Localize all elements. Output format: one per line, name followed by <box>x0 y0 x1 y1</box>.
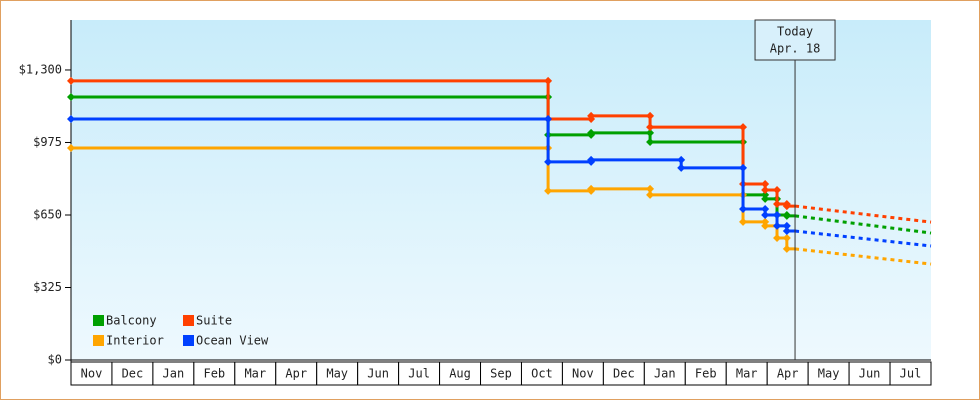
point <box>646 184 655 193</box>
point <box>761 221 770 230</box>
point <box>773 200 782 209</box>
legend-swatch <box>93 315 104 326</box>
price-line <box>71 79 796 208</box>
point <box>67 115 75 124</box>
legend-swatch <box>93 335 104 346</box>
point <box>739 123 748 132</box>
x-tick-label: Dec <box>122 367 144 381</box>
x-tick-label: Apr <box>777 367 799 381</box>
point <box>761 190 770 199</box>
price-line <box>71 117 796 233</box>
legend-label: Suite <box>196 314 232 328</box>
x-tick-label: Jan <box>654 367 676 381</box>
legend-label: Interior <box>106 334 164 348</box>
x-tick-label: Oct <box>531 367 553 381</box>
x-tick-label: Apr <box>285 367 307 381</box>
point <box>773 186 782 194</box>
legend-swatch <box>183 335 194 346</box>
point <box>739 204 748 213</box>
point <box>646 190 655 199</box>
point <box>782 244 791 253</box>
y-tick-label: $0 <box>48 353 62 367</box>
point <box>646 138 655 147</box>
y-tick-label: $650 <box>33 207 62 221</box>
point <box>761 179 770 188</box>
x-tick-label: Sep <box>490 367 512 381</box>
x-tick-label: Dec <box>613 367 635 381</box>
today-label: Apr. 18 <box>770 42 821 56</box>
legend-swatch <box>183 315 194 326</box>
point <box>587 155 596 164</box>
month-cell <box>889 361 932 386</box>
forecast-line <box>794 204 932 224</box>
plot-area <box>71 20 931 360</box>
point <box>739 217 748 226</box>
forecast-line <box>794 229 932 248</box>
point <box>761 186 770 194</box>
x-tick-label: May <box>326 367 348 381</box>
x-tick-label: Nov <box>81 367 103 381</box>
today-box <box>754 19 836 61</box>
point <box>761 204 770 213</box>
point <box>782 227 791 236</box>
x-tick-label: Aug <box>449 367 471 381</box>
y-tick-label: $1,300 <box>19 62 62 76</box>
point <box>677 155 686 164</box>
x-tick-label: Jun <box>859 367 881 381</box>
point <box>646 123 655 132</box>
point <box>677 163 686 172</box>
point <box>782 202 791 211</box>
point <box>67 92 75 101</box>
y-tick-label: $975 <box>33 135 62 149</box>
point <box>773 221 782 230</box>
point <box>782 221 791 230</box>
point <box>646 111 655 120</box>
point <box>544 76 553 85</box>
point <box>544 186 553 195</box>
x-tick-label: Nov <box>572 367 594 381</box>
x-tick-label: Feb <box>695 367 717 381</box>
point <box>67 144 75 153</box>
x-tick-label: Feb <box>203 367 225 381</box>
point <box>773 210 782 219</box>
x-tick-label: Jan <box>163 367 185 381</box>
point <box>782 211 791 220</box>
legend-label: Ocean View <box>196 334 269 348</box>
point <box>761 194 770 203</box>
y-tick-label: $325 <box>33 280 62 294</box>
point <box>587 184 596 193</box>
point <box>761 217 770 226</box>
x-tick-label: Mar <box>244 367 266 381</box>
point <box>739 163 748 172</box>
point <box>646 128 655 137</box>
x-tick-label: May <box>818 367 840 381</box>
x-tick-label: Jul <box>900 367 922 381</box>
x-tick-label: Jul <box>408 367 430 381</box>
point <box>782 233 791 242</box>
today-label: Today <box>777 25 813 39</box>
point <box>773 233 782 242</box>
forecast-line <box>794 214 932 235</box>
point <box>587 111 596 120</box>
point <box>544 115 553 124</box>
point <box>67 76 75 85</box>
point <box>587 128 596 137</box>
point <box>761 210 770 219</box>
point <box>544 157 553 166</box>
legend-label: Balcony <box>106 314 157 328</box>
x-tick-label: Mar <box>736 367 758 381</box>
forecast-line <box>794 247 932 266</box>
x-tick-label: Jun <box>367 367 389 381</box>
